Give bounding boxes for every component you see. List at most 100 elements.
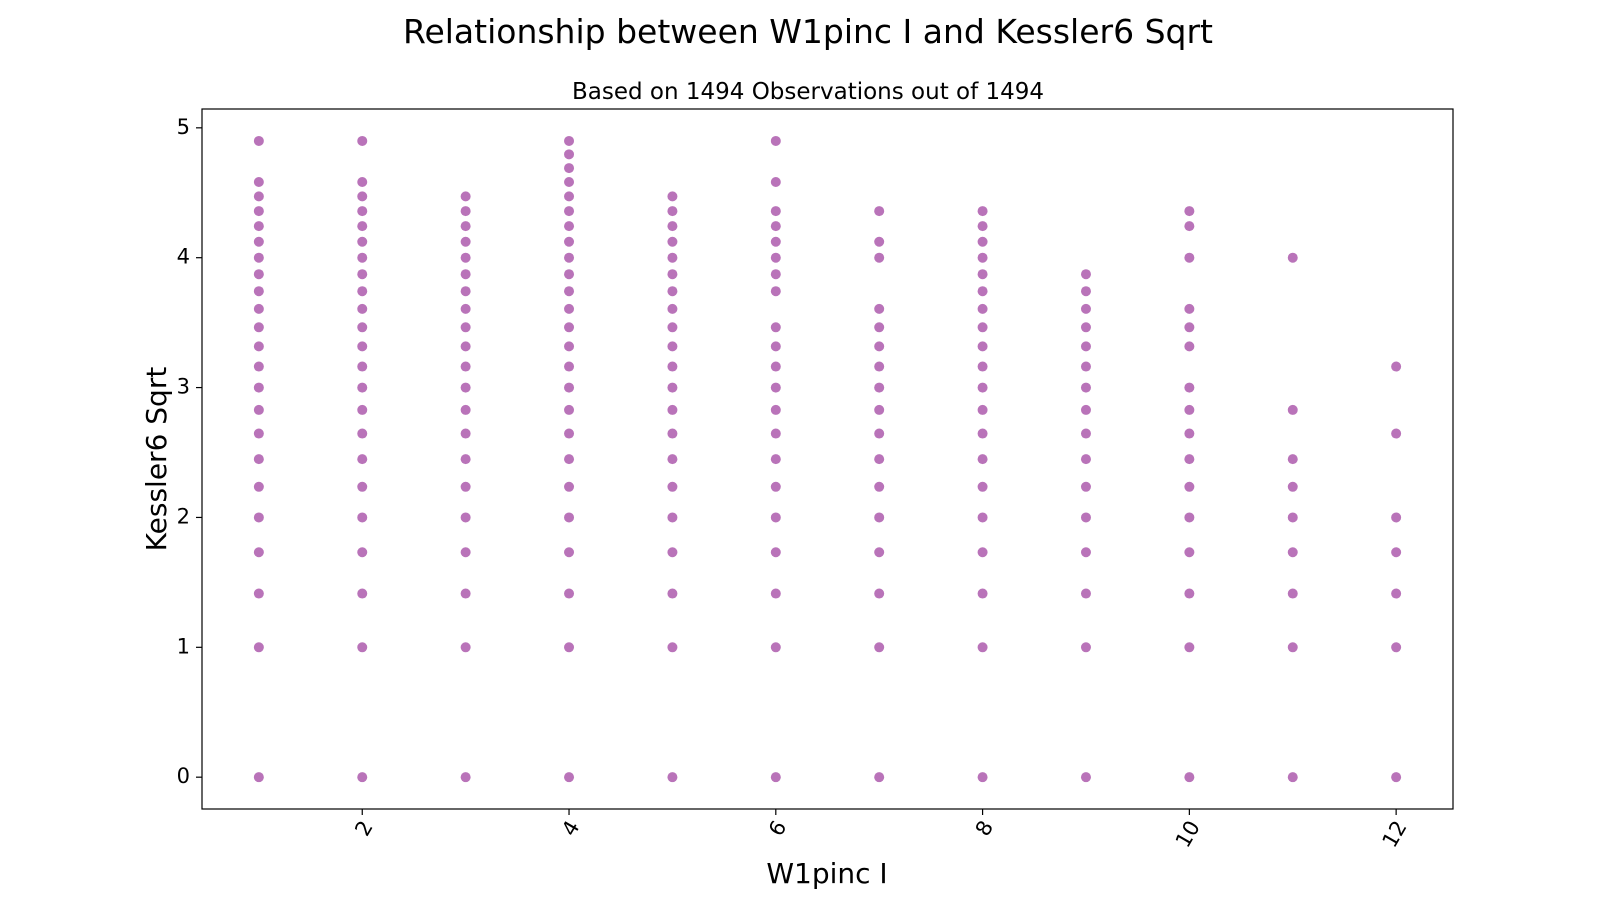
scatter-point [1080,322,1091,333]
scatter-point [977,252,988,263]
scatter-point [1287,772,1298,783]
scatter-point [253,588,264,599]
scatter-point [1080,361,1091,372]
scatter-point [874,588,885,599]
scatter-point [1184,547,1195,558]
y-axis-label: Kessler6 Sqrt [140,367,173,552]
scatter-point [1391,772,1402,783]
scatter-point [667,382,678,393]
scatter-point [460,252,471,263]
y-tick-label: 0 [177,764,190,788]
points-layer [253,135,1402,783]
scatter-point [564,149,575,160]
scatter-point [1080,269,1091,280]
scatter-point [460,382,471,393]
scatter-point [460,404,471,415]
scatter-point [977,428,988,439]
scatter-point [667,512,678,523]
plot-frame [201,108,1454,810]
scatter-point [357,404,368,415]
y-tick-label: 5 [177,115,190,139]
scatter-point [770,236,781,247]
scatter-point [460,341,471,352]
scatter-point [874,642,885,653]
scatter-point [1080,404,1091,415]
scatter-point [460,322,471,333]
scatter-point [564,404,575,415]
scatter-point [460,547,471,558]
y-tick-label: 3 [177,375,190,399]
scatter-point [874,772,885,783]
x-tick-label: 12 [1378,817,1412,852]
scatter-point [1287,512,1298,523]
scatter-point [977,303,988,314]
scatter-point [460,236,471,247]
scatter-point [1391,642,1402,653]
scatter-point [770,547,781,558]
scatter-point [460,221,471,232]
scatter-point [874,341,885,352]
scatter-point [874,236,885,247]
scatter-point [564,642,575,653]
scatter-point [357,361,368,372]
scatter-point [564,163,575,174]
scatter-point [874,206,885,217]
scatter-point [253,547,264,558]
scatter-point [770,772,781,783]
scatter-point [357,252,368,263]
scatter-point [667,361,678,372]
scatter-point [1080,481,1091,492]
scatter-point [357,382,368,393]
scatter-point [253,322,264,333]
scatter-point [253,135,264,146]
scatter-point [1080,454,1091,465]
scatter-point [977,322,988,333]
scatter-point [1391,512,1402,523]
scatter-point [874,303,885,314]
scatter-point [874,382,885,393]
scatter-point [253,252,264,263]
chart-title: Relationship between W1pinc I and Kessle… [403,12,1213,51]
scatter-point [770,642,781,653]
scatter-point [564,428,575,439]
scatter-point [564,322,575,333]
scatter-point [1184,341,1195,352]
scatter-point [1184,206,1195,217]
scatter-point [1287,454,1298,465]
scatter-point [564,547,575,558]
scatter-point [564,221,575,232]
scatter-point [460,361,471,372]
scatter-point [253,512,264,523]
scatter-point [357,135,368,146]
scatter-point [977,547,988,558]
scatter-point [460,481,471,492]
scatter-point [1287,588,1298,599]
scatter-point [874,404,885,415]
scatter-point [770,404,781,415]
y-tick-label: 4 [177,245,190,269]
scatter-point [564,206,575,217]
scatter-point [977,481,988,492]
scatter-point [357,236,368,247]
scatter-point [460,191,471,202]
scatter-point [1184,512,1195,523]
scatter-point [460,206,471,217]
scatter-point [1080,286,1091,297]
scatter-point [357,642,368,653]
scatter-point [564,341,575,352]
scatter-point [1184,404,1195,415]
scatter-point [977,642,988,653]
scatter-point [357,191,368,202]
scatter-point [564,269,575,280]
scatter-point [253,206,264,217]
scatter-point [770,588,781,599]
scatter-point [253,404,264,415]
scatter-point [770,221,781,232]
x-axis-label: W1pinc I [766,857,887,890]
scatter-point [770,322,781,333]
scatter-point [1184,772,1195,783]
scatter-point [1391,428,1402,439]
x-tick-label: 2 [350,817,377,841]
scatter-point [253,176,264,187]
